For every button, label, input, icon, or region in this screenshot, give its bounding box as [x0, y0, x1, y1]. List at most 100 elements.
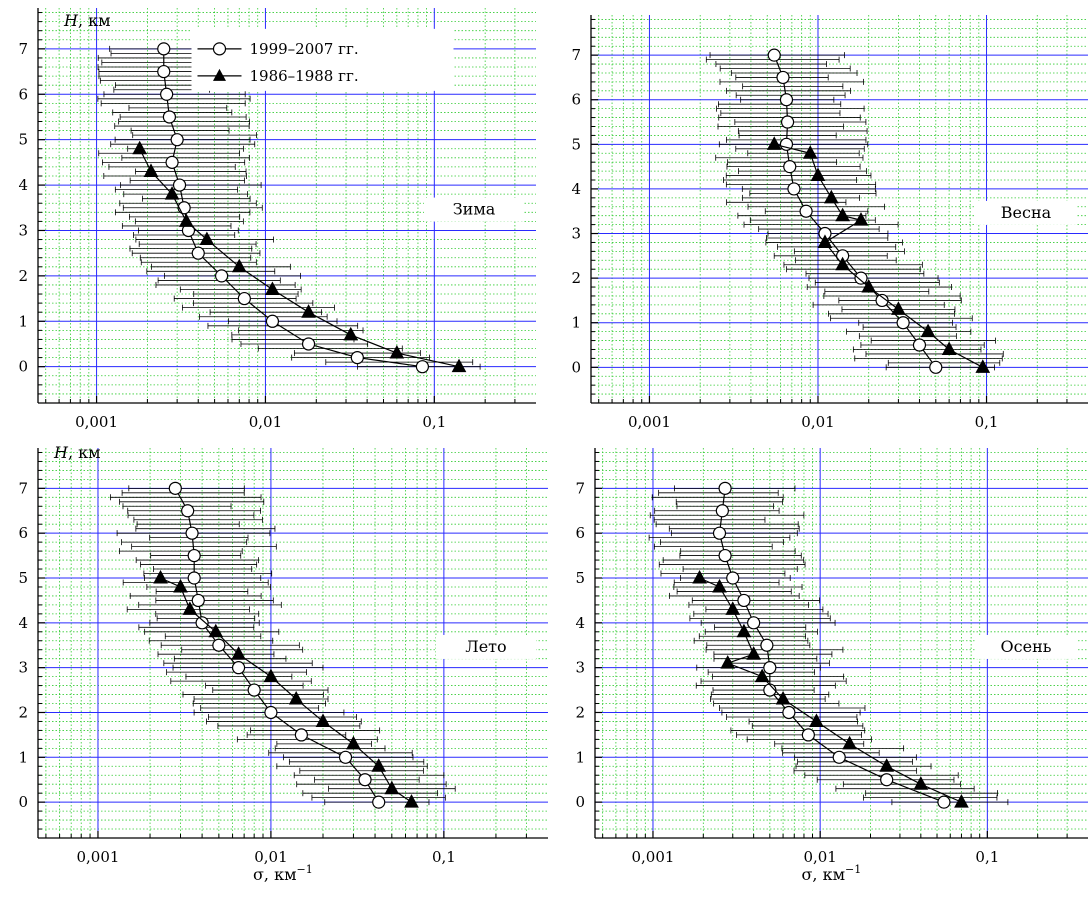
triangle-point — [802, 145, 818, 159]
circle-point — [162, 110, 177, 124]
y-tick-label: 1 — [571, 314, 581, 332]
triangle-point — [389, 345, 405, 359]
y-tick-label: 3 — [18, 221, 28, 239]
triangle-point — [720, 655, 736, 669]
legend-bg — [191, 28, 454, 91]
x-tick-label: 0,1 — [432, 848, 456, 866]
y-tick-label: 4 — [575, 614, 585, 632]
triangle-point — [143, 163, 159, 177]
x-tick-label: 0,001 — [76, 848, 119, 866]
panel-winter: 0 1 2 3 4 5 6 7 0,001 0,01 0,1 Зима H, км 1999–2007 г… — [18, 8, 536, 431]
panel-label: Зима — [453, 200, 496, 219]
triangle-point — [301, 304, 316, 318]
y-tick-label: 0 — [18, 793, 28, 811]
y-tick-label: 7 — [575, 479, 585, 497]
triangle-point — [164, 186, 180, 200]
x-tick-label: 0,001 — [632, 848, 675, 866]
circle-point — [779, 93, 794, 107]
x-tick-label: 0,001 — [75, 413, 118, 431]
triangle-point — [835, 207, 850, 222]
triangle-point — [231, 258, 247, 273]
triangle-point — [913, 776, 929, 790]
x-tick-label: 0,01 — [801, 413, 834, 431]
triangle-point — [178, 213, 194, 227]
x-tick-label: 0,1 — [422, 413, 446, 431]
circle-point — [832, 750, 846, 764]
panel-label: Весна — [1001, 203, 1052, 222]
triangle-point — [153, 569, 168, 584]
y-tick-label: 0 — [571, 358, 581, 376]
circle-point — [191, 593, 205, 608]
circle-point — [214, 269, 229, 283]
circle-point — [763, 661, 777, 675]
circle-point — [912, 338, 927, 352]
circle-point — [172, 178, 187, 192]
circle-point — [726, 571, 740, 585]
panel-label-bg — [436, 634, 536, 659]
y-tick-label: 1 — [18, 748, 28, 766]
circle-point — [767, 48, 781, 62]
circle-point — [783, 160, 797, 174]
circle-point — [350, 350, 364, 365]
triangle-point — [879, 758, 895, 772]
circle-point — [880, 773, 894, 787]
circle-point — [937, 795, 951, 809]
triangle-point — [920, 323, 936, 338]
triangle-point — [842, 735, 857, 750]
y-tick-label: 7 — [18, 40, 28, 58]
circle-point — [168, 481, 182, 495]
circle-point — [780, 115, 795, 129]
triangle-point — [132, 140, 148, 155]
triangle-point — [692, 569, 707, 584]
circle-point — [212, 638, 226, 652]
panel-label-bg — [976, 200, 1076, 225]
circle-point — [301, 337, 316, 351]
y-tick-label: 1 — [575, 748, 585, 766]
panel-spring: 0 1 2 3 4 5 6 7 0,001 0,01 0,1 Весна — [571, 15, 1088, 431]
y-tick-label: 0 — [18, 358, 28, 376]
panel-autumn: 0 1 2 3 4 5 6 7 0,001 0,01 0,1 Осень σ, км−1 — [575, 448, 1088, 884]
circle-point — [160, 87, 174, 101]
circle-point — [747, 616, 761, 630]
circle-point — [264, 705, 278, 720]
circle-point — [231, 661, 246, 675]
triangle-point — [766, 136, 782, 150]
panel-label-bg — [976, 634, 1076, 659]
circle-point — [157, 42, 171, 56]
triangle-point — [182, 601, 198, 615]
circle-point — [338, 750, 353, 764]
triangle-point — [861, 278, 877, 293]
y-tick-label: 5 — [575, 569, 585, 587]
legend-circle-icon — [212, 42, 227, 56]
y-tick-label: 3 — [18, 659, 28, 677]
circle-point — [415, 360, 430, 374]
triangle-point — [725, 601, 741, 615]
circle-point — [712, 526, 727, 540]
triangle-point — [746, 646, 761, 660]
circle-point — [181, 504, 195, 518]
triangle-point — [975, 359, 991, 373]
triangle-point — [231, 646, 246, 660]
y-axis-label: H, км — [63, 11, 111, 30]
circle-point — [191, 246, 205, 260]
circle-point — [715, 504, 729, 518]
error-bars — [705, 52, 1004, 371]
panel-label: Осень — [1001, 637, 1052, 656]
circle-point — [372, 795, 386, 809]
y-tick-label: 3 — [575, 659, 585, 677]
triangle-point — [288, 690, 304, 705]
y-tick-label: 6 — [575, 524, 585, 542]
circle-point — [782, 705, 796, 720]
triangle-point — [199, 231, 215, 246]
circle-point — [776, 70, 790, 85]
x-axis-label: σ, км−1 — [253, 863, 313, 884]
triangle-point — [371, 758, 387, 772]
triangle-point — [263, 668, 279, 683]
triangle-point — [810, 167, 826, 182]
y-tick-label: 2 — [18, 267, 28, 285]
error-bars — [648, 485, 1009, 806]
legend-triangle-icon — [212, 68, 226, 81]
triangle-point — [941, 341, 957, 355]
triangle-point — [809, 713, 824, 727]
